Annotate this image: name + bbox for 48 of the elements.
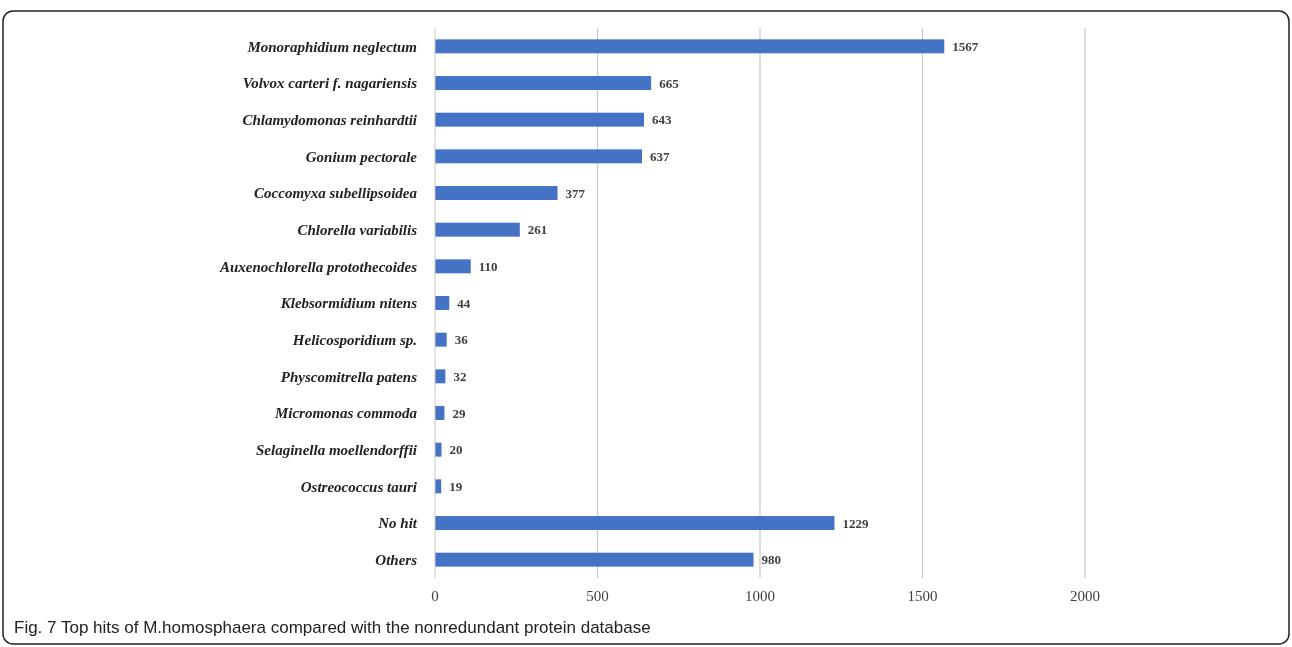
x-tick-label: 1500 xyxy=(907,588,938,604)
data-label: 110 xyxy=(478,258,498,274)
data-label: 1229 xyxy=(842,515,869,531)
y-tick-label: Coccomyxa subellipsoidea xyxy=(254,185,418,202)
bar xyxy=(435,149,643,164)
data-label: 377 xyxy=(565,185,586,201)
data-label: 32 xyxy=(453,368,467,384)
x-tick-label: 500 xyxy=(586,588,609,604)
bar xyxy=(435,332,447,347)
bar xyxy=(435,259,471,274)
y-tick-label: Klebsormidium nitens xyxy=(279,295,418,312)
bar xyxy=(435,222,520,237)
data-label: 980 xyxy=(761,552,781,568)
bar xyxy=(435,39,945,54)
y-tick-label: Auxenochlorella protothecoides xyxy=(218,258,418,275)
data-label: 261 xyxy=(527,222,548,238)
y-tick-label: Chlamydomonas reinhardtii xyxy=(242,111,418,128)
y-tick-label: Physcomitrella patens xyxy=(280,368,418,385)
x-tick-label: 1000 xyxy=(745,588,775,604)
y-tick-label: Chlorella variabilis xyxy=(297,221,418,238)
bar xyxy=(435,112,644,127)
bar xyxy=(435,186,558,200)
bar xyxy=(435,442,442,457)
caption: Fig. 7 Top hits of M.homosphaera compared with the nonredundant protein database xyxy=(14,618,651,637)
x-tick-label: 0 xyxy=(431,588,439,604)
y-tick-label: Monoraphidium neglectum xyxy=(246,38,417,55)
bar xyxy=(435,516,835,530)
data-label: 36 xyxy=(454,332,469,348)
y-tick-label: Helicosporidium sp. xyxy=(291,331,417,348)
y-tick-label: Micromonas commoda xyxy=(273,405,418,422)
bar xyxy=(435,296,450,310)
y-tick-label: Ostreococcus tauri xyxy=(300,478,418,495)
bar xyxy=(435,552,754,567)
y-tick-label: Gonium pectorale xyxy=(305,148,418,165)
data-label: 665 xyxy=(659,75,680,91)
bar xyxy=(435,76,652,90)
data-label: 637 xyxy=(650,148,671,164)
y-tick-label: Others xyxy=(375,551,418,568)
data-label: 1567 xyxy=(952,38,979,54)
x-tick-label: 2000 xyxy=(1070,588,1100,604)
data-label: 20 xyxy=(449,442,463,458)
data-label: 643 xyxy=(651,112,672,128)
data-label: 29 xyxy=(452,405,466,421)
y-tick-label: Selaginella moellendorffii xyxy=(256,441,418,458)
data-label: 44 xyxy=(457,295,471,311)
data-label: 19 xyxy=(449,478,463,494)
y-tick-label: Volvox carteri f. nagariensis xyxy=(242,75,418,92)
y-tick-label: No hit xyxy=(377,515,418,532)
